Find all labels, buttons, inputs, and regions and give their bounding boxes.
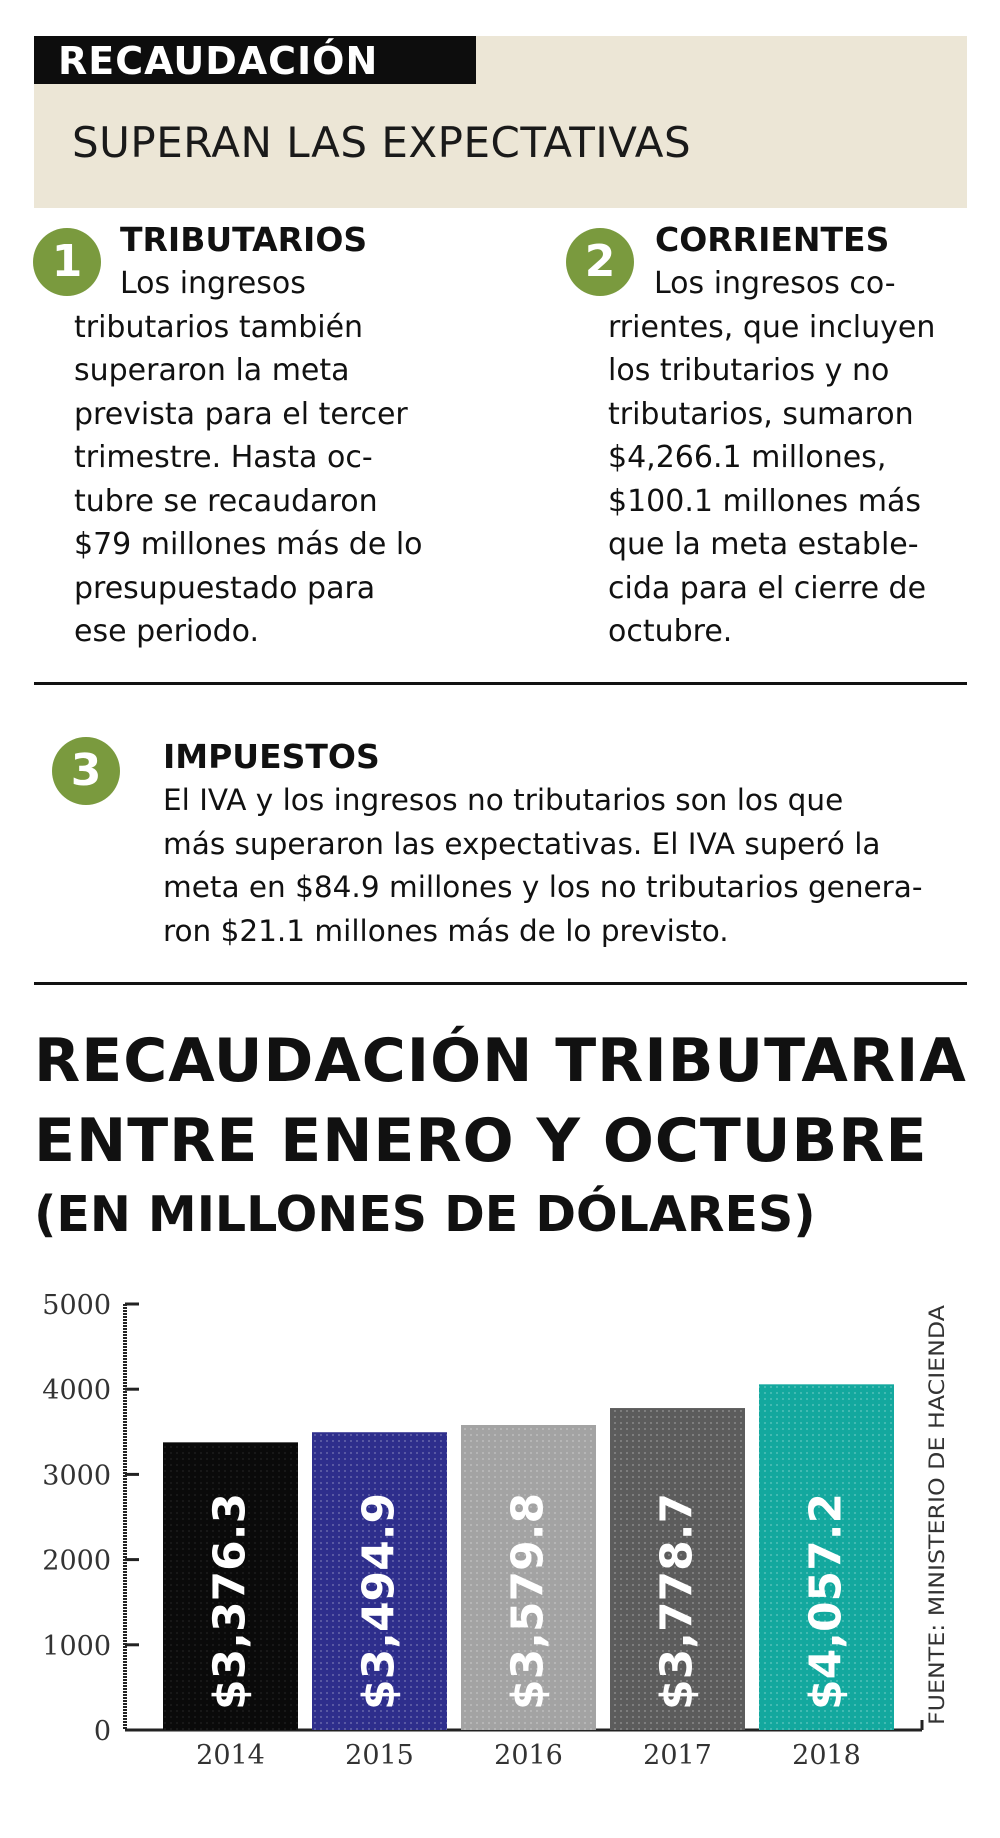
text-line: cida para el cierre de <box>608 570 927 606</box>
y-tick-label: 5000 <box>42 1290 111 1321</box>
text-line: los tributarios y no <box>608 353 890 388</box>
number-badge-3: 3 <box>52 737 120 805</box>
text-line: presupuestado para <box>74 570 376 606</box>
text-line: superaron la meta <box>74 353 350 388</box>
text-line: $79 millones más de lo <box>74 527 423 562</box>
block-3-body: El IVA y los ingresos no tributarios son… <box>163 779 923 953</box>
text-line: El IVA y los ingresos no tributarios son… <box>163 783 844 817</box>
bar-2015 <box>312 1432 447 1730</box>
source-note: FUENTE: MINISTERIO DE HACIENDA <box>925 1304 949 1725</box>
x-tick-label: 2016 <box>494 1740 563 1770</box>
text-line: $100.1 millones más <box>608 483 921 519</box>
text-line: tubre se recaudaron <box>74 483 378 519</box>
block-1-body: Los ingresos tributarios también superar… <box>74 262 423 654</box>
text-line: meta en $84.9 millones y los no tributar… <box>163 870 923 904</box>
data-label: $4,057.2 <box>801 1493 852 1710</box>
bar-2014 <box>163 1442 298 1730</box>
bar-chart: 0 1000 2000 3000 4000 5000 $3,376.3 2014 $3,494.… <box>42 1290 949 1770</box>
text-line: ese periodo. <box>74 614 260 649</box>
text-line: tributarios también <box>74 309 364 345</box>
section-tag: RECAUDACIÓN <box>34 36 476 84</box>
text-line: tributarios, sumaron <box>608 396 914 432</box>
text-line: octubre. <box>608 614 733 649</box>
data-label: $3,579.8 <box>503 1493 554 1710</box>
block-2-body: Los ingresos co- rrientes, que incluyen … <box>608 262 935 654</box>
text-line: ron $21.1 millones más de lo previsto. <box>163 913 729 948</box>
divider <box>34 682 967 685</box>
y-tick-label: 0 <box>94 1716 111 1747</box>
block-3-title: IMPUESTOS <box>163 737 380 776</box>
number-badge-1: 1 <box>33 228 101 296</box>
chart-title-line-3: (EN MILLONES DE DÓLARES) <box>34 1186 816 1243</box>
divider <box>34 982 967 985</box>
text-line: más superaron las expectativas. El IVA s… <box>163 826 881 861</box>
data-label: $3,376.3 <box>205 1493 256 1710</box>
chart-title-line-2: ENTRE ENERO Y OCTUBRE <box>34 1106 928 1176</box>
block-1-title: TRIBUTARIOS <box>120 220 368 259</box>
x-tick-label: 2014 <box>196 1740 265 1770</box>
text-line: Los ingresos co- <box>654 266 896 301</box>
y-tick-label: 2000 <box>42 1546 111 1577</box>
block-2-title: CORRIENTES <box>655 220 890 259</box>
bar-2016 <box>461 1425 596 1730</box>
bar-2017 <box>610 1408 745 1730</box>
y-tick-label: 1000 <box>42 1631 111 1662</box>
page-subtitle: SUPERAN LAS EXPECTATIVAS <box>72 118 692 167</box>
data-label: $3,494.9 <box>354 1493 405 1710</box>
text-line: prevista para el tercer <box>74 396 408 432</box>
y-tick-label: 4000 <box>42 1375 111 1406</box>
text-line: rrientes, que incluyen <box>608 309 936 345</box>
bar-2018 <box>759 1384 894 1730</box>
x-tick-label: 2018 <box>792 1740 861 1770</box>
chart-title-line-1: RECAUDACIÓN TRIBUTARIA <box>34 1026 967 1096</box>
data-label: $3,778.7 <box>652 1493 703 1710</box>
text-line: $4,266.1 millones, <box>608 440 887 475</box>
x-tick-label: 2017 <box>643 1740 712 1770</box>
y-tick-label: 3000 <box>42 1460 111 1491</box>
text-line: trimestre. Hasta oc- <box>74 440 373 475</box>
text-line: Los ingresos <box>120 266 306 301</box>
number-badge-2: 2 <box>566 228 634 296</box>
text-line: que la meta estable- <box>608 527 919 562</box>
x-tick-label: 2015 <box>345 1740 414 1770</box>
